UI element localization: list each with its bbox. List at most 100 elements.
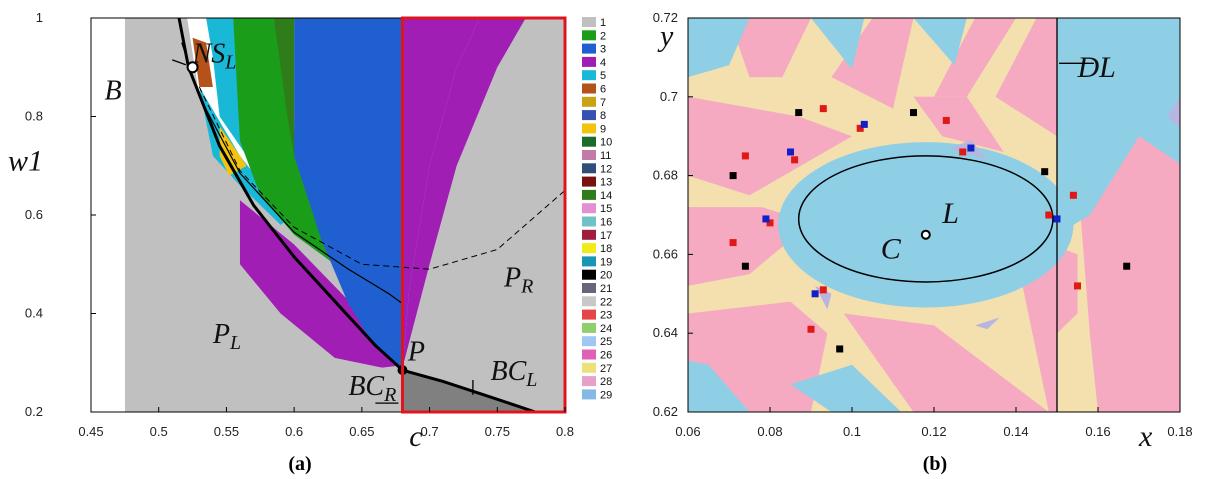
basin-pink-6 (995, 18, 1057, 137)
annotation-c: C (881, 232, 902, 265)
region-period-3 (294, 18, 403, 368)
legend-swatch (582, 256, 596, 267)
x-tick-label: 0.8 (556, 424, 574, 439)
cycle-point-red (1069, 191, 1077, 199)
basin-lav-3 (1167, 96, 1180, 129)
bifurcation-curves (177, 17, 566, 414)
legend-label: 5 (600, 70, 606, 82)
x-tick-label: 0.14 (1003, 424, 1028, 439)
panel-a-annotations: NSL B PL PR P BCR BCL (105, 38, 538, 405)
legend-label: 3 (600, 44, 606, 56)
x-tick-label: 0.6 (285, 424, 303, 439)
dashed-curve (198, 86, 566, 270)
x-tick-label: 0.75 (485, 424, 510, 439)
legend-swatch (582, 189, 596, 200)
annotation-bcr: BCR (348, 371, 396, 406)
legend-label: 20 (600, 270, 612, 282)
panel-b: 0.06 0.08 0.1 0.12 0.14 0.16 0.18 0.62 0.64 0.66 0… (653, 10, 1193, 475)
cycle-point-red (942, 116, 950, 124)
x-tick-label: 0.65 (349, 424, 374, 439)
legend-swatch (582, 163, 596, 174)
ns-arrow (172, 59, 187, 66)
pr-region-box (400, 16, 567, 414)
cycle-point-blue (811, 290, 819, 298)
legend-label: 23 (600, 310, 612, 322)
x-tick-label: 0.45 (78, 424, 103, 439)
region-period-6 (192, 37, 213, 87)
annotation-pr: PR (503, 262, 533, 297)
cycle-point-red (807, 325, 815, 333)
annotation-b: B (105, 75, 122, 106)
x-tick-label: 0.06 (675, 424, 700, 439)
legend-swatch (582, 136, 596, 147)
legend-label: 24 (600, 323, 612, 335)
legend-swatch (582, 229, 596, 240)
panel-a: 0.45 0.5 0.55 0.6 0.65 0.7 0.75 0.8 0.2 0.4 0.6 0.8… (8, 10, 612, 475)
legend-swatch (582, 362, 596, 373)
y-tick-label: 0.7 (660, 89, 678, 104)
legend-swatch (582, 43, 596, 54)
legend-swatch (582, 56, 596, 67)
region-period-2 (233, 18, 376, 284)
basin-blue-2 (811, 18, 865, 70)
basin-pink-8 (831, 18, 914, 109)
cycle-point-red (741, 152, 749, 160)
legend-label: 2 (600, 30, 606, 42)
y-tick-label: 0.68 (653, 168, 678, 183)
legend-swatch (582, 17, 596, 27)
panel-a-ticks: 0.45 0.5 0.55 0.6 0.65 0.7 0.75 0.8 0.2 0.4 0.6 0.8… (25, 10, 574, 439)
cycle-point-red (819, 105, 827, 113)
cycle-point-red (819, 286, 827, 294)
cycle-point-red (766, 219, 774, 227)
bifurcation-regions (51, 18, 565, 412)
legend-label: 16 (600, 217, 612, 229)
y-tick-label: 0.8 (25, 109, 43, 124)
legend-swatch (582, 336, 596, 347)
x-tick-label: 0.1 (843, 424, 861, 439)
point-ns-l (186, 61, 199, 74)
legend-label: 15 (600, 203, 612, 215)
legend-label: 29 (600, 389, 612, 401)
region-period-4 (402, 18, 480, 368)
legend-swatch (582, 110, 596, 121)
legend-swatch (582, 269, 596, 280)
y-tick-label: 0.6 (25, 207, 43, 222)
legend-label: 7 (600, 97, 606, 109)
legend-label: 10 (600, 137, 612, 149)
legend-label: 28 (600, 376, 612, 388)
y-tick-label: 1 (36, 10, 43, 25)
region-period-4b (402, 18, 526, 368)
basin-pink-10 (913, 96, 1004, 152)
legend-swatch (582, 83, 596, 94)
x-axis-label-x: x (1138, 420, 1153, 453)
legend-swatch (582, 322, 596, 333)
bc-curve-top (177, 17, 190, 68)
legend-label: 4 (600, 57, 606, 69)
legend-swatch (582, 389, 596, 400)
annotation-nsl: NSL (192, 38, 237, 73)
legend-swatch (582, 283, 596, 293)
legend-swatch (582, 123, 596, 134)
legend-swatch (582, 216, 596, 227)
legend-label: 21 (600, 283, 612, 295)
legend-label: 6 (600, 84, 606, 96)
x-tick-label: 0.55 (214, 424, 239, 439)
cycle-point-blue (787, 148, 794, 156)
x-tick-label: 0.7 (421, 424, 439, 439)
x-tick-label: 0.12 (921, 424, 946, 439)
cycle-point-red (729, 239, 737, 247)
x-tick-label: 0.08 (757, 424, 782, 439)
basin-blue-6 (688, 360, 750, 412)
annotation-l: L (941, 197, 959, 230)
basin-lav-4 (975, 317, 1000, 330)
basin-blue-1 (688, 18, 750, 78)
y-tick-label: 0.66 (653, 246, 678, 261)
y-tick-label: 0.62 (653, 404, 678, 419)
basin-pink-7 (934, 18, 1016, 97)
legend-label: 25 (600, 336, 612, 348)
y-tick-label: 0.2 (25, 404, 43, 419)
cycle-point-red (1045, 211, 1053, 219)
legend-swatch (582, 376, 596, 387)
bc-curve (187, 66, 536, 414)
annotation-pl: PL (212, 319, 241, 354)
